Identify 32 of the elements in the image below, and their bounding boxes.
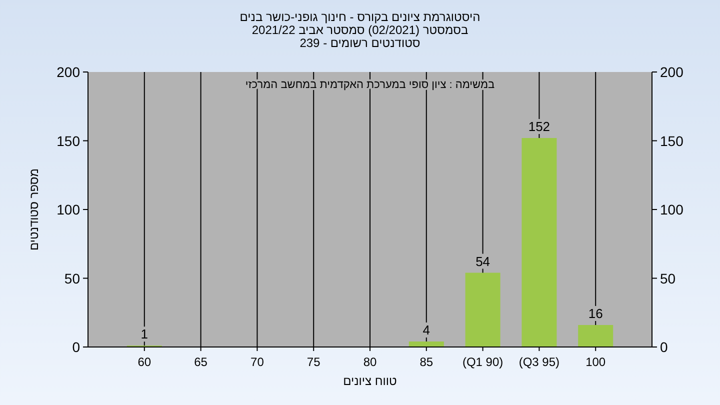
y-tick-label: 50 <box>64 270 80 286</box>
x-axis-title: טווח ציונים <box>343 374 398 388</box>
x-tick-label: 85 <box>420 355 434 369</box>
bar <box>408 342 444 347</box>
data-label: 54 <box>476 254 490 269</box>
x-tick-label: 80 <box>363 355 377 369</box>
y-tick-label: 100 <box>56 202 80 218</box>
x-tick-label: (Q1 90) <box>462 355 504 369</box>
y-tick-label: 200 <box>56 64 80 80</box>
data-label: 1 <box>140 326 148 342</box>
y2-tick-label: 0 <box>660 339 668 355</box>
x-tick-label: 60 <box>138 355 152 369</box>
data-label: 16 <box>588 306 603 321</box>
data-label: 4 <box>422 322 430 338</box>
y2-tick-label: 150 <box>660 132 684 149</box>
y-axis-title: מספר סטודנטים <box>27 168 41 251</box>
x-tick-label: (Q3 95) <box>518 355 560 369</box>
bar <box>465 272 500 347</box>
chart-subtitle: בסמסטר (02/2021) סמסטר אביב 2021/22 סטודנטים רשומים - 239 <box>252 23 468 50</box>
x-tick-label: 65 <box>194 355 208 369</box>
y2-tick-label: 200 <box>660 64 684 80</box>
x-tick-label: 70 <box>250 355 264 369</box>
chart-title: היסטוגרמת ציונים בקורס - חינוך גופני-כושר בנים <box>240 10 480 24</box>
x-tick-label: 75 <box>306 355 321 369</box>
y2-tick-label: 50 <box>660 270 676 286</box>
y2-tick-label: 100 <box>660 202 684 218</box>
bar <box>578 325 614 347</box>
bar <box>522 138 557 347</box>
x-tick-label: 100 <box>586 355 606 369</box>
y-tick-label: 150 <box>56 132 80 149</box>
y-tick-label: 0 <box>72 339 80 355</box>
data-label: 152 <box>528 119 550 134</box>
